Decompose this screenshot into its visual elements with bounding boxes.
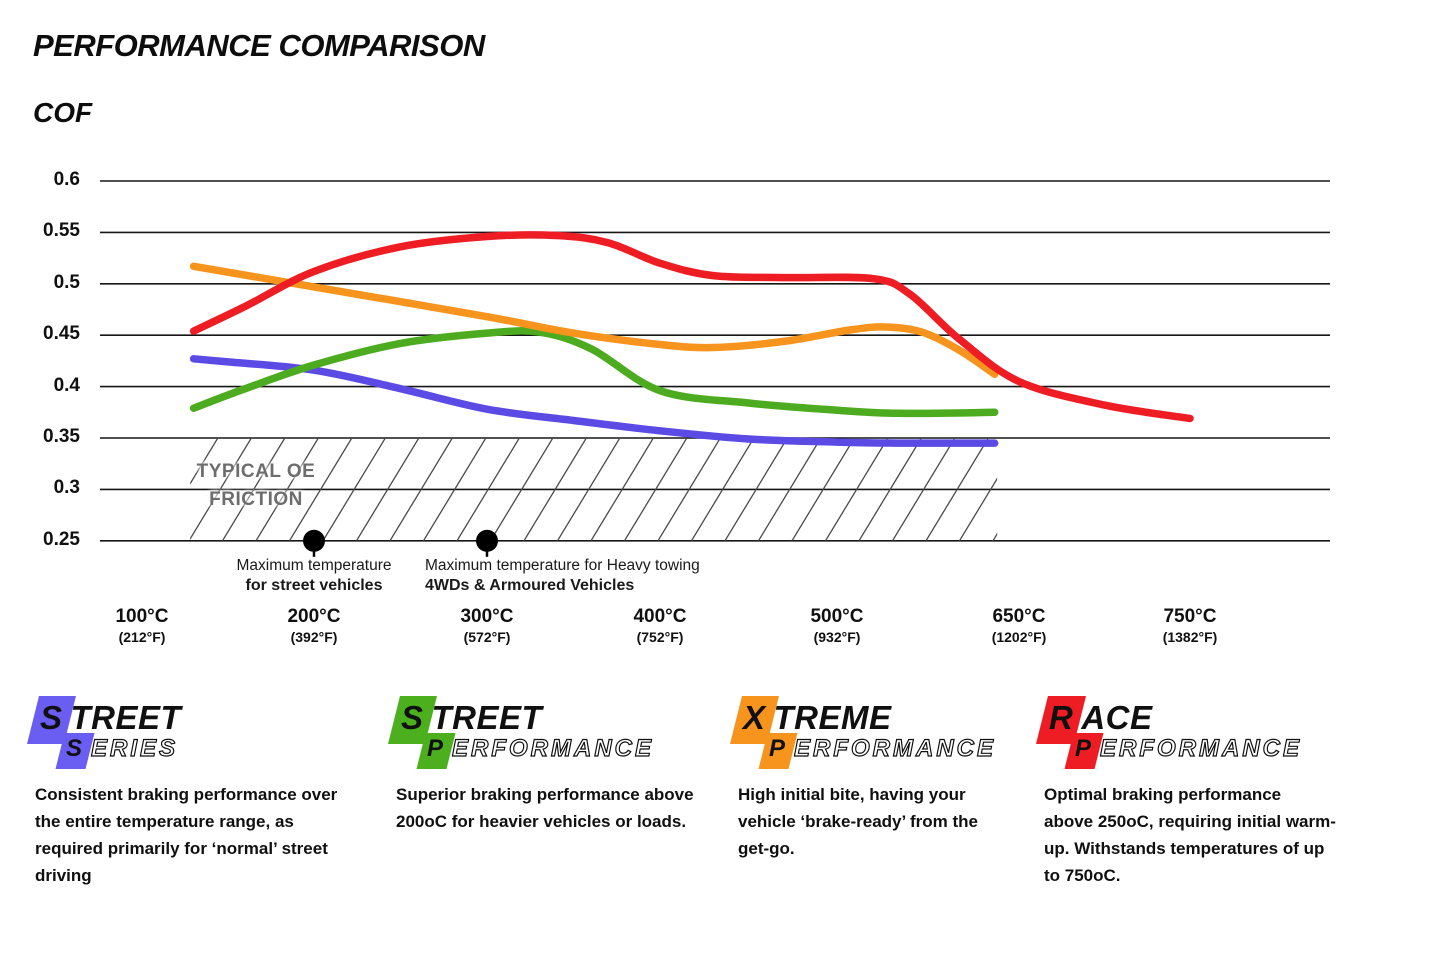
logo-color-block: P — [423, 735, 451, 765]
annotation-line-bold: for street vehicles — [245, 577, 383, 594]
y-tick-label: 0.5 — [53, 271, 80, 293]
legend-description: Consistent braking performance over the … — [35, 785, 338, 885]
temperature-marker-dot — [476, 529, 498, 552]
y-tick-label: 0.6 — [53, 169, 80, 190]
xtreme-performance-logo: X TREME P ERFORMANCE — [738, 698, 1083, 765]
annotation-line: Maximum temperature — [236, 557, 392, 574]
legend-street-series: S TREET S ERIES Consistent braking perform… — [35, 698, 380, 889]
x-tick-celsius: 300°C — [460, 606, 514, 627]
page-title: PERFORMANCE COMPARISON — [33, 28, 485, 63]
x-tick-fahrenheit: (572°F) — [463, 629, 511, 645]
logo-word2: S ERIES — [62, 734, 380, 765]
x-tick-celsius: 400°C — [633, 606, 687, 627]
x-tick-celsius: 100°C — [115, 606, 169, 627]
legend-description: Optimal braking performance above 250oC,… — [1044, 785, 1336, 885]
x-tick-fahrenheit: (752°F) — [636, 629, 684, 645]
logo-color-block: X — [738, 698, 773, 740]
chart-line-street-performance — [189, 327, 999, 418]
chart-line-street-series — [189, 355, 999, 447]
y-tick-label: 0.35 — [43, 426, 80, 447]
logo-word1: X TREME — [738, 698, 1083, 740]
y-tick-label: 0.55 — [43, 220, 80, 242]
typical-oe-friction-label: TYPICAL OE FRICTION — [196, 461, 316, 510]
logo-color-block: R — [1044, 698, 1080, 740]
typical-oe-friction-band — [190, 438, 998, 541]
x-tick-fahrenheit: (392°F) — [290, 629, 338, 645]
logo-word2: P ERFORMANCE — [423, 734, 741, 765]
logo-color-block: P — [1071, 735, 1099, 765]
x-tick-label: 650°C (1202°F) — [949, 606, 1089, 645]
x-tick-label: 500°C (932°F) — [767, 606, 907, 645]
y-axis-title: COF — [33, 97, 93, 128]
chart-line-race-performance — [189, 231, 1194, 423]
x-tick-label: 300°C (572°F) — [417, 606, 557, 645]
x-tick-fahrenheit: (1202°F) — [991, 629, 1047, 645]
performance-chart — [100, 180, 1330, 557]
logo-color-block: S — [35, 698, 70, 740]
x-tick-celsius: 200°C — [287, 606, 341, 627]
annotation-max-temp-towing: Maximum temperature for Heavy towing 4WD… — [425, 556, 765, 595]
street-performance-logo: S TREET P ERFORMANCE — [396, 698, 741, 765]
race-performance-logo: R ACE P ERFORMANCE — [1044, 698, 1389, 765]
logo-word1: S TREET — [396, 698, 741, 740]
logo-word2: P ERFORMANCE — [765, 734, 1083, 765]
legend-xtreme-performance: X TREME P ERFORMANCE High initial bite, ha… — [738, 698, 1083, 862]
temperature-marker-dot — [303, 529, 325, 552]
logo-color-block: P — [765, 735, 793, 765]
legend-description: Superior braking performance above 200oC… — [396, 785, 694, 831]
x-tick-fahrenheit: (932°F) — [813, 629, 861, 645]
chart-line-xtreme-performance — [189, 262, 999, 379]
annotation-line-bold: 4WDs & Armoured Vehicles — [425, 577, 635, 594]
y-tick-label: 0.25 — [43, 528, 80, 550]
legend-description: High initial bite, having your vehicle ‘… — [738, 785, 978, 858]
y-tick-label: 0.4 — [53, 374, 80, 396]
logo-word1: S TREET — [35, 698, 380, 740]
annotation-line: Maximum temperature for Heavy towing — [425, 557, 700, 574]
legend-race-performance: R ACE P ERFORMANCE Optimal braking perform… — [1044, 698, 1389, 889]
street-series-logo: S TREET S ERIES — [35, 698, 380, 765]
logo-word2: P ERFORMANCE — [1071, 734, 1389, 765]
y-tick-label: 0.45 — [43, 323, 80, 345]
x-tick-fahrenheit: (1382°F) — [1162, 629, 1218, 645]
logo-color-block: S — [396, 698, 431, 740]
logo-word1: R ACE — [1044, 698, 1389, 740]
x-tick-fahrenheit: (212°F) — [118, 629, 166, 645]
x-tick-celsius: 750°C — [1163, 606, 1217, 627]
y-tick-label: 0.3 — [53, 477, 80, 499]
annotation-max-temp-street: Maximum temperature for street vehicles — [184, 556, 444, 595]
x-tick-celsius: 500°C — [810, 606, 864, 627]
logo-color-block: S — [62, 735, 90, 765]
x-tick-label: 200°C (392°F) — [244, 606, 384, 645]
x-tick-celsius: 650°C — [992, 606, 1046, 627]
x-tick-label: 750°C (1382°F) — [1120, 606, 1260, 645]
legend-street-performance: S TREET P ERFORMANCE Superior braking perf… — [396, 698, 741, 835]
x-tick-label: 400°C (752°F) — [590, 606, 730, 645]
x-tick-label: 100°C (212°F) — [72, 606, 212, 645]
